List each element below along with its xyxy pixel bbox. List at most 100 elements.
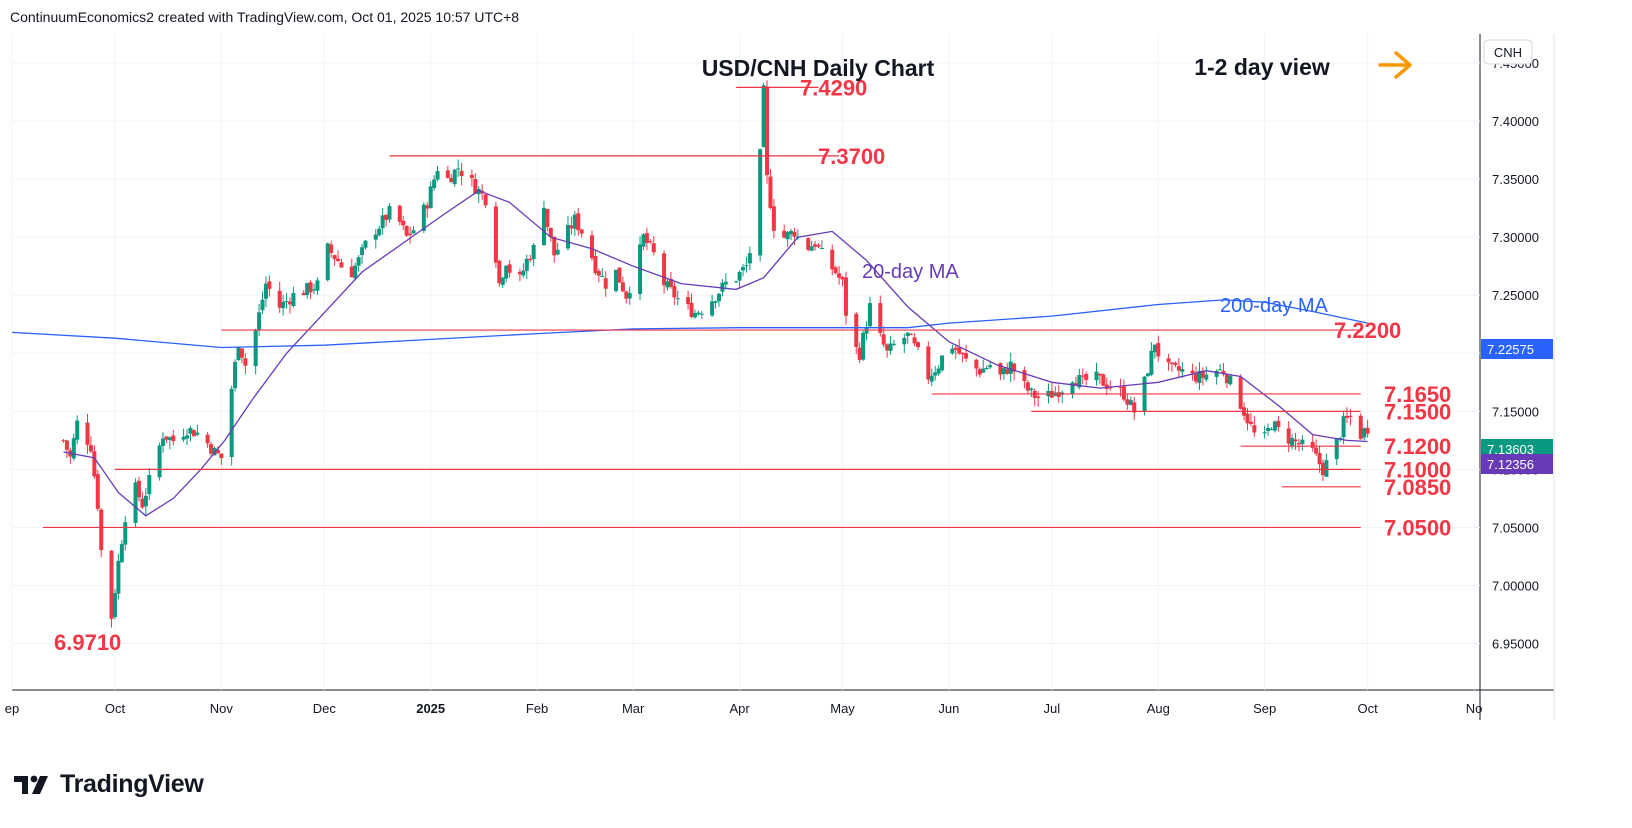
- candle-body: [99, 509, 104, 551]
- candle-body: [531, 244, 536, 260]
- brand[interactable]: TradingView: [14, 770, 204, 799]
- candle-body: [988, 365, 993, 368]
- candle-body: [452, 169, 457, 185]
- candle-body: [445, 170, 450, 178]
- candle-body: [143, 495, 148, 507]
- candle-body: [974, 359, 979, 369]
- candle-body: [953, 347, 958, 350]
- candle-body: [267, 281, 272, 289]
- candle-body: [353, 265, 358, 279]
- candle-body: [641, 234, 646, 247]
- candle-body: [737, 272, 742, 281]
- candle-body: [929, 375, 934, 382]
- price-tag-label: 7.12356: [1487, 457, 1534, 472]
- candle-body: [253, 329, 258, 367]
- plot-area: [12, 34, 1480, 690]
- candle-body: [1173, 362, 1178, 366]
- candle-body: [723, 281, 728, 285]
- candle-body: [741, 267, 745, 271]
- candle-body: [977, 369, 982, 375]
- candle-body: [1252, 425, 1257, 433]
- candle-body: [1221, 370, 1226, 374]
- candle-body: [806, 238, 811, 250]
- level-label: 7.1500: [1384, 399, 1451, 424]
- candle-body: [229, 388, 234, 457]
- candle-body: [916, 342, 921, 348]
- candle-body: [1266, 427, 1271, 431]
- candle-body: [301, 292, 306, 296]
- candle-body: [648, 241, 653, 243]
- candle-body: [1169, 362, 1174, 365]
- candle-body: [881, 334, 886, 345]
- candle-body: [233, 361, 238, 389]
- candle-body: [981, 368, 986, 373]
- candle-body: [600, 275, 605, 277]
- candle-body: [325, 243, 330, 281]
- candle-body: [1272, 421, 1277, 431]
- ma200-line: [11, 299, 1368, 349]
- candle-body: [816, 245, 821, 247]
- candle-body: [497, 260, 502, 284]
- candle-body: [75, 420, 80, 440]
- y-tick-label: 7.00000: [1492, 579, 1539, 594]
- candle-body: [1362, 428, 1367, 438]
- candle-body: [421, 204, 426, 231]
- x-tick-label: Dec: [313, 701, 337, 716]
- x-tick-label: Jun: [938, 701, 959, 716]
- candle-body: [239, 348, 244, 358]
- candle-body: [459, 170, 464, 177]
- candle-body: [380, 215, 385, 229]
- candle-body: [912, 337, 917, 344]
- price-tag-box: [1481, 454, 1553, 474]
- candle-body: [926, 346, 931, 380]
- candle-body: [1190, 370, 1195, 374]
- candle-body: [1218, 369, 1223, 371]
- candle-body: [116, 560, 121, 594]
- candle-body: [85, 422, 90, 445]
- candle-body: [1334, 438, 1339, 460]
- candle-body: [720, 282, 725, 292]
- candle-body: [260, 299, 265, 311]
- candle-body: [384, 214, 389, 220]
- candle-body: [61, 440, 66, 442]
- candle-body: [555, 249, 560, 255]
- candle-body: [133, 482, 138, 523]
- y-tick-label: 6.95000: [1492, 637, 1539, 652]
- candle-body: [305, 283, 310, 295]
- candle-body: [469, 174, 474, 179]
- candle-body: [665, 281, 670, 288]
- candle-body: [617, 267, 622, 283]
- candle-body: [425, 205, 430, 209]
- candle-body: [1269, 428, 1274, 430]
- candle-body: [1324, 460, 1329, 477]
- candle-body: [809, 246, 814, 251]
- candle-body: [1176, 366, 1181, 371]
- candle-body: [964, 353, 969, 359]
- candle-body: [349, 266, 354, 278]
- candle-body: [1145, 373, 1150, 377]
- candle-body: [1365, 427, 1370, 434]
- candle-body: [662, 253, 667, 286]
- candle-body: [284, 301, 289, 303]
- candle-body: [329, 244, 334, 253]
- price-tag-label: 7.13603: [1487, 442, 1534, 457]
- candle-body: [651, 243, 656, 253]
- candle-body: [840, 276, 845, 280]
- candle-body: [205, 434, 210, 444]
- candle-body: [1341, 416, 1346, 438]
- candle-body: [336, 258, 341, 262]
- candle-body: [1149, 350, 1154, 375]
- candle-body: [356, 257, 361, 266]
- candle-body: [699, 313, 704, 315]
- candle-body: [696, 312, 701, 315]
- candle-body: [1118, 387, 1123, 389]
- candle-body: [524, 258, 529, 271]
- brand-name: TradingView: [60, 770, 204, 798]
- candle-body: [476, 188, 481, 195]
- candle-body: [960, 352, 965, 355]
- candle-body: [603, 278, 608, 289]
- candle-body: [545, 208, 550, 228]
- candle-body: [504, 265, 509, 279]
- candle-body: [521, 270, 526, 276]
